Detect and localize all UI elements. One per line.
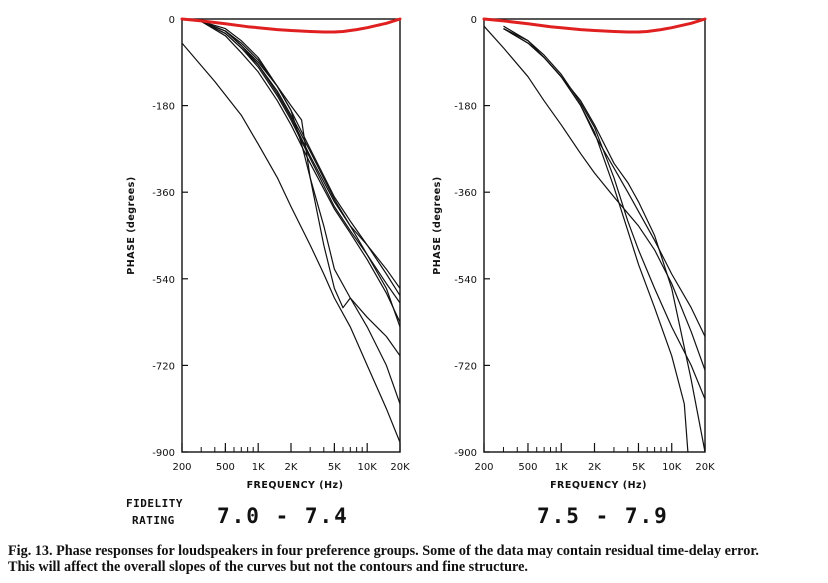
right-y-tick-label: -900: [454, 448, 477, 459]
right-y-tick-label: -540: [454, 275, 477, 286]
group-label-left: 7.0 - 7.4: [217, 504, 349, 528]
left-y-tick-label: -540: [152, 275, 175, 286]
left-plot-frame: [181, 18, 401, 453]
left-x-tick-label: 2K: [285, 462, 298, 473]
right-plot-frame: [483, 18, 706, 453]
left-y-tick-label: -720: [152, 361, 175, 372]
fidelity-rating-label: FIDELITY RATING: [126, 495, 183, 529]
right-y-tick-label: 0: [471, 15, 477, 26]
right-series-R4: [503, 28, 689, 452]
right-series-R3: [503, 25, 705, 400]
caption-line-1: Fig. 13. Phase responses for loudspeaker…: [8, 543, 759, 559]
right-x-tick-label: 5K: [632, 462, 645, 473]
right-y-axis-label: PHASE (degrees): [432, 176, 443, 274]
left-series-L1: [182, 42, 400, 443]
left-y-tick-label: -360: [152, 188, 175, 199]
right-x-tick-label: 1K: [555, 462, 568, 473]
left-series-L6: [200, 20, 400, 328]
right-y-tick-label: -720: [454, 361, 477, 372]
chart-panel-left: 200 500 1K 2K 5K 10K 20K 0 -180 -360 -540 -720 -900 F…: [126, 15, 410, 491]
left-y-tick-label: -900: [152, 448, 175, 459]
left-y-tick-label: 0: [169, 15, 175, 26]
left-x-tick-label: 10K: [358, 462, 378, 473]
left-series-L3: [201, 20, 400, 289]
left-x-axis-label: FREQUENCY (Hz): [247, 480, 344, 491]
group-label-right: 7.5 - 7.9: [537, 504, 669, 528]
fidelity-label-line2: RATING: [132, 514, 175, 527]
left-x-tick-label: 500: [216, 462, 235, 473]
right-x-tick-label: 10K: [662, 462, 682, 473]
left-series-L5: [200, 20, 400, 323]
figure-caption: Fig. 13. Phase responses for loudspeaker…: [8, 543, 823, 575]
right-y-tick-label: -180: [454, 102, 477, 113]
left-reference-curve: [180, 17, 402, 34]
left-y-axis-label: PHASE (degrees): [126, 176, 137, 274]
right-y-tick-label: -360: [454, 188, 477, 199]
right-series-R5: [503, 28, 705, 452]
left-series-L8: [200, 20, 400, 405]
right-x-axis-label: FREQUENCY (Hz): [550, 480, 647, 491]
right-series-R1: [484, 25, 705, 371]
chart-panel-right: 200 500 1K 2K 5K 10K 20K 0 -180 -360 -540 -720 -900 F…: [432, 15, 715, 491]
right-x-tick-label: 2K: [588, 462, 601, 473]
right-reference-curve: [482, 17, 707, 34]
left-x-tick-label: 5K: [328, 462, 341, 473]
left-series-L7: [200, 20, 400, 357]
left-series-L4: [200, 20, 400, 296]
left-x-tick-label: 200: [172, 462, 191, 473]
left-y-tick-label: -180: [152, 102, 175, 113]
left-x-tick-label: 20K: [390, 462, 410, 473]
left-x-tick-label: 1K: [252, 462, 265, 473]
right-x-tick-label: 20K: [695, 462, 715, 473]
right-x-tick-label: 500: [518, 462, 537, 473]
right-x-tick-label: 200: [474, 462, 493, 473]
fidelity-label-line1: FIDELITY: [126, 497, 183, 510]
caption-line-2: This will affect the overall slopes of t…: [8, 559, 528, 575]
